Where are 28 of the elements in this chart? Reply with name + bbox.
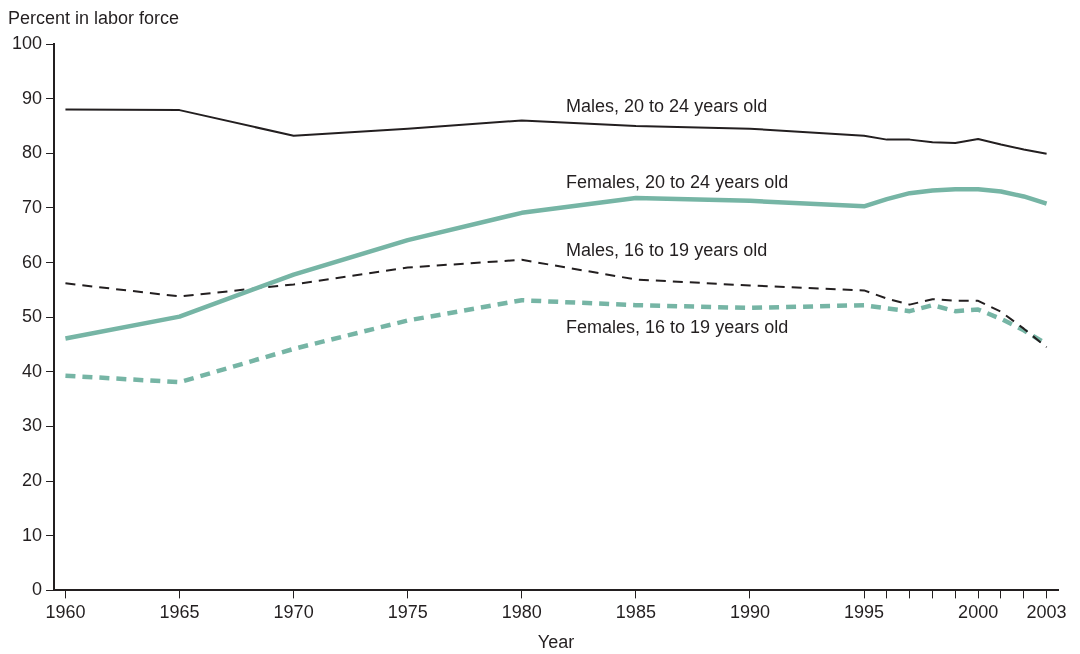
y-tick-label: 60 [22,251,43,272]
y-tick-label: 50 [22,306,43,327]
x-tick-label: 2003 [1026,602,1067,623]
series-label: Females, 20 to 24 years old [566,172,789,193]
y-axis-title: Percent in labor force [8,8,180,28]
y-tick-label: 80 [22,142,43,163]
series-label: Males, 20 to 24 years old [566,95,768,116]
x-tick-label: 1980 [501,602,542,623]
series-label: Males, 16 to 19 years old [566,240,768,261]
y-tick-label: 70 [22,196,43,217]
y-tick-label: 40 [22,360,43,381]
x-tick-label: 1970 [273,602,314,623]
x-tick-label: 1985 [615,602,656,623]
y-tick-label: 0 [32,579,43,600]
x-tick-label: 1990 [729,602,770,623]
series-label: Females, 16 to 19 years old [566,317,789,338]
x-tick-label: 2000 [958,602,999,623]
y-tick-label: 30 [22,415,43,436]
y-tick-label: 20 [22,470,43,491]
x-tick-label: 1995 [844,602,885,623]
y-tick-label: 10 [22,524,43,545]
line-series [64,258,1048,349]
y-tick-label: 100 [11,32,43,53]
x-tick-label: 1975 [387,602,428,623]
x-tick-label: 1965 [159,602,200,623]
x-tick-label: 1960 [45,602,86,623]
x-axis-title: Year [537,632,575,652]
y-tick-label: 90 [22,87,43,108]
